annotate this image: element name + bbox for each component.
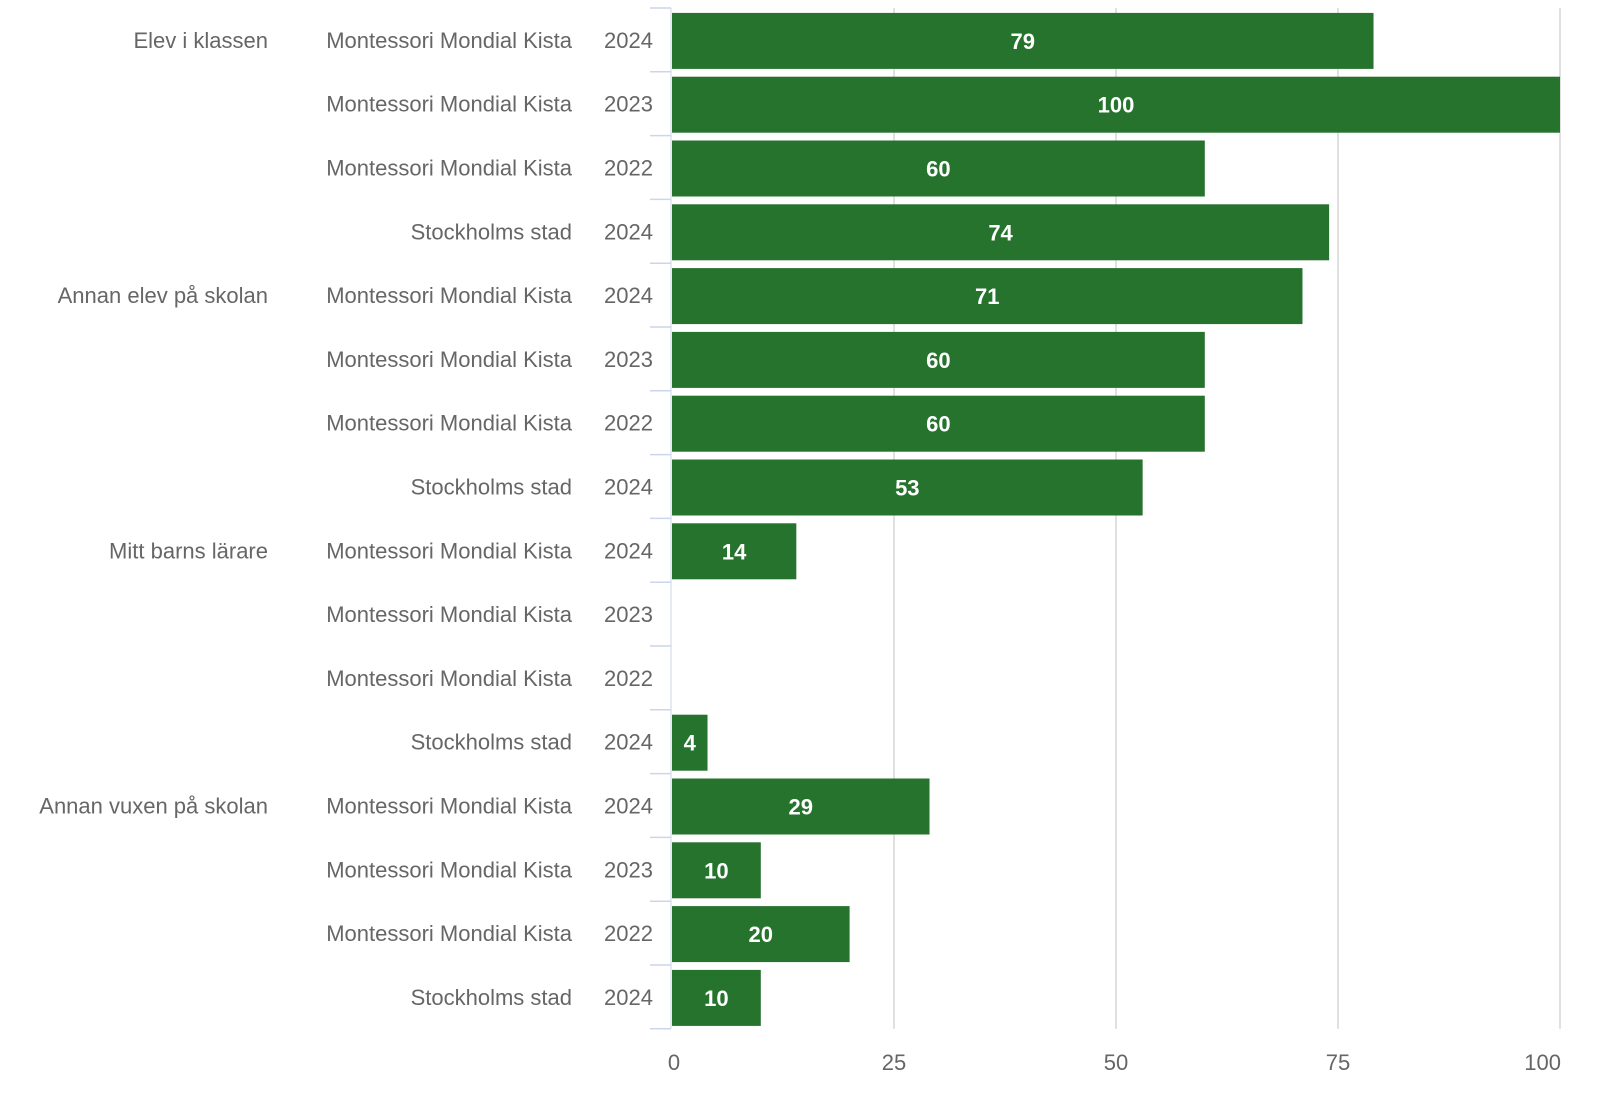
- bar: [672, 906, 850, 963]
- data-label: 60: [926, 157, 950, 182]
- data-label: 29: [789, 795, 813, 820]
- bar: [672, 523, 797, 580]
- unit-label: Montessori Mondial Kista: [326, 666, 573, 691]
- group-label: Annan vuxen på skolan: [39, 794, 268, 819]
- year-label: 2022: [604, 156, 653, 181]
- bar: [672, 842, 761, 899]
- bar: [672, 76, 1560, 133]
- bar: [672, 459, 1143, 516]
- unit-label: Montessori Mondial Kista: [326, 347, 573, 372]
- x-tick-label: 50: [1104, 1050, 1128, 1075]
- data-label: 10: [704, 986, 728, 1011]
- data-label: 79: [1011, 29, 1035, 54]
- unit-label: Montessori Mondial Kista: [326, 411, 573, 436]
- unit-label: Montessori Mondial Kista: [326, 857, 573, 882]
- data-label: 53: [895, 476, 919, 501]
- data-label: 71: [975, 284, 999, 309]
- year-label: 2024: [604, 475, 653, 500]
- data-label: 100: [1098, 93, 1135, 118]
- data-label: 60: [926, 348, 950, 373]
- unit-label: Montessori Mondial Kista: [326, 794, 573, 819]
- x-tick-label: 75: [1326, 1050, 1350, 1075]
- bar: [672, 204, 1330, 261]
- unit-label: Montessori Mondial Kista: [326, 602, 573, 627]
- bars: 79 100 60 74 71 60 60 53 14 4 29 10 20 10: [672, 12, 1560, 1026]
- group-label: Elev i klassen: [133, 28, 268, 53]
- year-label: 2023: [604, 347, 653, 372]
- x-tick-label: 25: [882, 1050, 906, 1075]
- category-axis: [650, 7, 672, 1030]
- data-label: 20: [749, 922, 773, 947]
- year-label: 2024: [604, 794, 653, 819]
- category-labels: Elev i klassen Montessori Mondial Kista 20…: [39, 28, 653, 1010]
- year-label: 2023: [604, 857, 653, 882]
- bar: [672, 331, 1205, 388]
- bar: [672, 714, 708, 771]
- unit-label: Stockholms stad: [411, 730, 572, 755]
- unit-label: Stockholms stad: [411, 475, 572, 500]
- year-label: 2022: [604, 921, 653, 946]
- year-label: 2022: [604, 411, 653, 436]
- bar: [672, 268, 1303, 325]
- x-tick-label: 0: [668, 1050, 680, 1075]
- group-label: Mitt barns lärare: [109, 538, 268, 563]
- unit-label: Montessori Mondial Kista: [326, 156, 573, 181]
- data-label: 10: [704, 858, 728, 883]
- year-label: 2024: [604, 219, 653, 244]
- data-label: 14: [722, 539, 747, 564]
- x-tick-label: 100: [1524, 1050, 1561, 1075]
- unit-label: Stockholms stad: [411, 219, 572, 244]
- data-label: 74: [988, 220, 1013, 245]
- unit-label: Montessori Mondial Kista: [326, 283, 573, 308]
- bar: [672, 12, 1374, 69]
- data-label: 4: [684, 731, 697, 756]
- year-label: 2024: [604, 985, 653, 1010]
- unit-label: Montessori Mondial Kista: [326, 28, 573, 53]
- bar: [672, 969, 761, 1026]
- bar: [672, 395, 1205, 452]
- data-label: 60: [926, 412, 950, 437]
- year-label: 2023: [604, 602, 653, 627]
- year-label: 2024: [604, 283, 653, 308]
- value-axis-ticks: 0 25 50 75 100: [668, 1050, 1561, 1075]
- unit-label: Montessori Mondial Kista: [326, 538, 573, 563]
- year-label: 2024: [604, 538, 653, 563]
- year-label: 2022: [604, 666, 653, 691]
- group-label: Annan elev på skolan: [58, 283, 268, 308]
- bar: [672, 778, 930, 835]
- unit-label: Montessori Mondial Kista: [326, 92, 573, 117]
- year-label: 2023: [604, 92, 653, 117]
- unit-label: Montessori Mondial Kista: [326, 921, 573, 946]
- bar: [672, 140, 1205, 197]
- unit-label: Stockholms stad: [411, 985, 572, 1010]
- year-label: 2024: [604, 28, 653, 53]
- year-label: 2024: [604, 730, 653, 755]
